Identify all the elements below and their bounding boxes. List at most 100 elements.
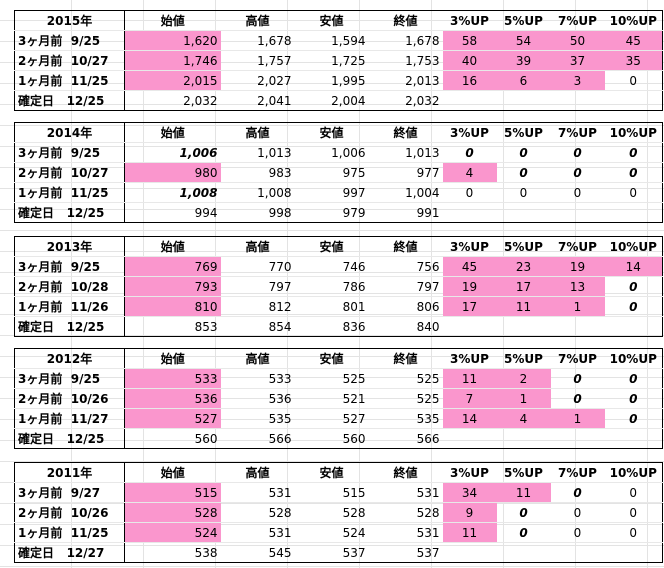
- up7-cell[interactable]: 19: [550, 256, 605, 277]
- open-cell[interactable]: 810: [124, 296, 221, 317]
- low-cell[interactable]: 527: [294, 408, 369, 429]
- open-cell[interactable]: 524: [124, 522, 221, 543]
- up7-cell[interactable]: [550, 90, 605, 111]
- up3-cell[interactable]: [442, 542, 497, 563]
- high-cell[interactable]: 528: [220, 502, 295, 523]
- high-cell[interactable]: 531: [220, 522, 295, 543]
- up7-cell[interactable]: 0: [550, 182, 605, 203]
- open-cell[interactable]: 1,746: [124, 50, 221, 71]
- high-cell[interactable]: 1,008: [220, 182, 295, 203]
- up7-cell[interactable]: 1: [550, 296, 605, 317]
- high-cell[interactable]: 536: [220, 388, 295, 409]
- up3-cell[interactable]: 9: [442, 502, 497, 523]
- low-cell[interactable]: 525: [294, 368, 369, 389]
- up7-cell[interactable]: 0: [550, 482, 605, 503]
- up7-cell[interactable]: 50: [550, 30, 605, 51]
- low-cell[interactable]: 2,004: [294, 90, 369, 111]
- up3-cell[interactable]: 19: [442, 276, 497, 297]
- up5-cell[interactable]: 0: [496, 522, 551, 543]
- low-cell[interactable]: 1,725: [294, 50, 369, 71]
- up3-cell[interactable]: 16: [442, 70, 497, 91]
- up7-cell[interactable]: 0: [550, 502, 605, 523]
- close-cell[interactable]: 525: [368, 388, 443, 409]
- up10-cell[interactable]: 0: [604, 502, 663, 523]
- up7-cell[interactable]: 0: [550, 522, 605, 543]
- up5-cell[interactable]: [496, 316, 551, 337]
- up7-cell[interactable]: 3: [550, 70, 605, 91]
- open-cell[interactable]: 2,032: [124, 90, 221, 111]
- up5-cell[interactable]: [496, 90, 551, 111]
- low-cell[interactable]: 528: [294, 502, 369, 523]
- up5-cell[interactable]: 11: [496, 482, 551, 503]
- low-cell[interactable]: 1,594: [294, 30, 369, 51]
- low-cell[interactable]: 836: [294, 316, 369, 337]
- up10-cell[interactable]: 0: [604, 522, 663, 543]
- up3-cell[interactable]: 58: [442, 30, 497, 51]
- low-cell[interactable]: 1,995: [294, 70, 369, 91]
- close-cell[interactable]: 531: [368, 522, 443, 543]
- close-cell[interactable]: 1,004: [368, 182, 443, 203]
- up3-cell[interactable]: 17: [442, 296, 497, 317]
- up7-cell[interactable]: [550, 542, 605, 563]
- up5-cell[interactable]: 2: [496, 368, 551, 389]
- up3-cell[interactable]: 14: [442, 408, 497, 429]
- up3-cell[interactable]: 11: [442, 368, 497, 389]
- up5-cell[interactable]: [496, 428, 551, 449]
- open-cell[interactable]: 793: [124, 276, 221, 297]
- low-cell[interactable]: 537: [294, 542, 369, 563]
- up5-cell[interactable]: 11: [496, 296, 551, 317]
- up3-cell[interactable]: 0: [442, 142, 497, 163]
- up5-cell[interactable]: 23: [496, 256, 551, 277]
- up5-cell[interactable]: 4: [496, 408, 551, 429]
- open-cell[interactable]: 527: [124, 408, 221, 429]
- up10-cell[interactable]: [604, 316, 663, 337]
- up3-cell[interactable]: 34: [442, 482, 497, 503]
- up10-cell[interactable]: 14: [604, 256, 663, 277]
- close-cell[interactable]: 535: [368, 408, 443, 429]
- close-cell[interactable]: 1,013: [368, 142, 443, 163]
- up7-cell[interactable]: 1: [550, 408, 605, 429]
- up10-cell[interactable]: 0: [604, 408, 663, 429]
- up7-cell[interactable]: 0: [550, 142, 605, 163]
- up10-cell[interactable]: [604, 542, 663, 563]
- close-cell[interactable]: 1,678: [368, 30, 443, 51]
- high-cell[interactable]: 797: [220, 276, 295, 297]
- close-cell[interactable]: 525: [368, 368, 443, 389]
- up10-cell[interactable]: 35: [604, 50, 663, 71]
- low-cell[interactable]: 560: [294, 428, 369, 449]
- open-cell[interactable]: 560: [124, 428, 221, 449]
- up5-cell[interactable]: 6: [496, 70, 551, 91]
- high-cell[interactable]: 533: [220, 368, 295, 389]
- up10-cell[interactable]: [604, 90, 663, 111]
- up10-cell[interactable]: 45: [604, 30, 663, 51]
- up3-cell[interactable]: 45: [442, 256, 497, 277]
- open-cell[interactable]: 1,008: [124, 182, 221, 203]
- high-cell[interactable]: 854: [220, 316, 295, 337]
- low-cell[interactable]: 1,006: [294, 142, 369, 163]
- up3-cell[interactable]: 4: [442, 162, 497, 183]
- up5-cell[interactable]: 1: [496, 388, 551, 409]
- up5-cell[interactable]: 0: [496, 162, 551, 183]
- close-cell[interactable]: 756: [368, 256, 443, 277]
- close-cell[interactable]: 531: [368, 482, 443, 503]
- up7-cell[interactable]: 0: [550, 368, 605, 389]
- up10-cell[interactable]: 0: [604, 368, 663, 389]
- up5-cell[interactable]: 0: [496, 182, 551, 203]
- up7-cell[interactable]: 0: [550, 162, 605, 183]
- high-cell[interactable]: 2,041: [220, 90, 295, 111]
- high-cell[interactable]: 998: [220, 202, 295, 223]
- high-cell[interactable]: 770: [220, 256, 295, 277]
- up3-cell[interactable]: 11: [442, 522, 497, 543]
- close-cell[interactable]: 991: [368, 202, 443, 223]
- close-cell[interactable]: 977: [368, 162, 443, 183]
- up10-cell[interactable]: 0: [604, 388, 663, 409]
- high-cell[interactable]: 1,013: [220, 142, 295, 163]
- up7-cell[interactable]: [550, 428, 605, 449]
- up3-cell[interactable]: [442, 316, 497, 337]
- low-cell[interactable]: 746: [294, 256, 369, 277]
- high-cell[interactable]: 566: [220, 428, 295, 449]
- up10-cell[interactable]: [604, 202, 663, 223]
- low-cell[interactable]: 786: [294, 276, 369, 297]
- up5-cell[interactable]: 54: [496, 30, 551, 51]
- up7-cell[interactable]: 37: [550, 50, 605, 71]
